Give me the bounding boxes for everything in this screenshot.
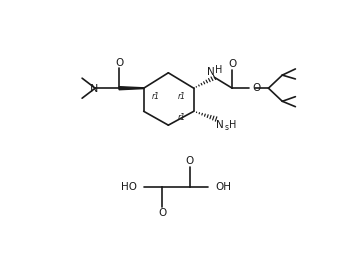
Polygon shape [119, 87, 144, 90]
Text: HO: HO [121, 182, 137, 192]
Text: OH: OH [215, 182, 231, 192]
Text: O: O [252, 83, 261, 93]
Text: O: O [228, 59, 236, 69]
Text: O: O [115, 58, 123, 68]
Text: N: N [207, 67, 215, 77]
Text: O: O [158, 208, 166, 218]
Text: r1: r1 [151, 92, 159, 101]
Text: N: N [90, 84, 98, 94]
Text: H: H [215, 66, 222, 76]
Text: H: H [229, 120, 236, 130]
Text: r1: r1 [178, 92, 186, 101]
Text: N: N [216, 120, 224, 130]
Text: r1: r1 [178, 113, 186, 122]
Text: O: O [186, 156, 194, 166]
Text: s: s [225, 123, 229, 132]
